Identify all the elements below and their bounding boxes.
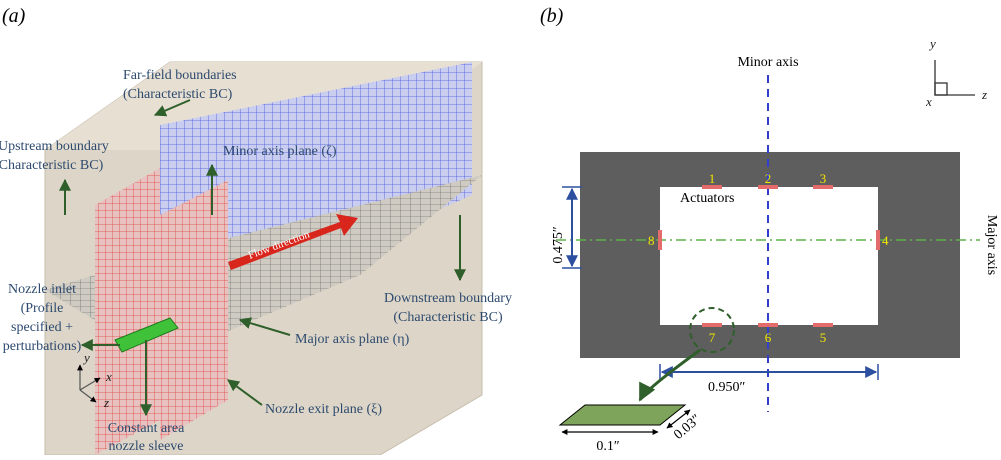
dimension-label: 0.1″ <box>596 439 620 454</box>
dimension <box>666 409 691 429</box>
exit-plane <box>160 180 228 440</box>
actuator <box>813 323 833 327</box>
annotation: Minor axis plane (ζ) <box>223 144 337 159</box>
panel-label: (b) <box>540 5 564 27</box>
actuator-id: 6 <box>765 330 772 345</box>
axis-label: x <box>105 369 112 384</box>
annotation: Downstream boundary <box>384 291 512 306</box>
actuator-id: 4 <box>882 233 889 248</box>
axis-label: x <box>925 94 932 109</box>
annotation: (Profile <box>21 301 64 316</box>
panel-label: (a) <box>2 5 26 27</box>
annotation: specified + <box>11 320 73 335</box>
annotation: nozzle sleeve <box>108 439 183 454</box>
axis-label: z <box>103 395 109 410</box>
arrow <box>227 379 263 406</box>
arrow <box>238 317 291 336</box>
actuator-id: 8 <box>648 233 655 248</box>
actuator-id: 1 <box>709 171 716 186</box>
actuator <box>702 323 722 327</box>
annotation: Nozzle exit plane (ξ) <box>265 402 382 417</box>
panel-a: (a) Flow direction Far-field boundaries … <box>0 5 512 456</box>
axis <box>934 82 948 96</box>
nozzle <box>114 317 179 353</box>
axis <box>79 389 97 403</box>
dimension-label: 0.950″ <box>708 380 746 395</box>
annotation: perturbations) <box>3 339 82 354</box>
axis <box>934 60 975 96</box>
axis <box>79 377 101 391</box>
annotation: Upstream boundary <box>0 139 109 154</box>
actuator <box>758 185 778 189</box>
dimension-label: 0.03″ <box>671 412 704 443</box>
annotation: Constant area <box>108 421 185 436</box>
actuator-id: 3 <box>820 171 827 186</box>
annotation: Minor axis <box>737 55 798 70</box>
arrow <box>153 99 191 117</box>
annotation: Major axis <box>984 215 999 275</box>
axis-label: y <box>928 36 936 51</box>
axis-label: y <box>82 350 90 365</box>
panel-b: (b) 1 2 3 4 5 6 7 8 Actuators Minor axis… <box>540 5 999 454</box>
actuator <box>658 230 662 250</box>
flow-arrow <box>228 214 358 270</box>
actuator-detail <box>558 404 687 426</box>
actuator-id: 2 <box>765 171 772 186</box>
axis-label: z <box>981 87 987 102</box>
annotation: (Characteristic BC) <box>393 310 503 325</box>
annotation: Actuators <box>680 191 734 206</box>
actuator <box>813 185 833 189</box>
actuator <box>876 230 880 250</box>
annotation: Nozzle inlet <box>8 282 76 297</box>
actuator <box>758 323 778 327</box>
dimension-label: 0.475″ <box>551 226 566 264</box>
actuator <box>702 185 722 189</box>
annotation: (Characteristic BC) <box>0 158 104 173</box>
upstream-plane <box>95 168 160 455</box>
callout <box>689 307 735 353</box>
annotation: Major axis plane (η) <box>295 332 410 347</box>
annotation: (Characteristic BC) <box>123 87 233 102</box>
callout-arrow <box>638 348 701 402</box>
annotation: Far-field boundaries <box>123 68 237 83</box>
actuator-id: 5 <box>820 330 827 345</box>
actuator-id: 7 <box>709 330 716 345</box>
